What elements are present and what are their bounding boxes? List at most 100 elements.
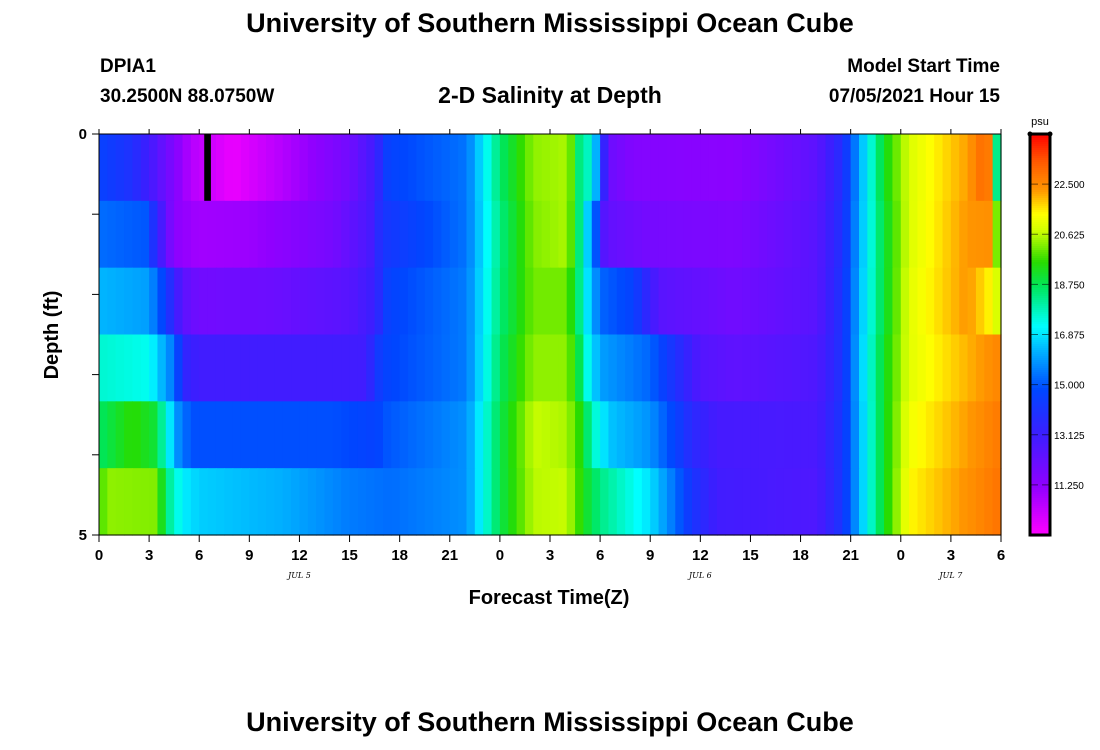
- heatmap-cell: [825, 468, 835, 536]
- heatmap-cell: [149, 401, 159, 469]
- colorbar-segment: [1030, 402, 1050, 405]
- heatmap-cell: [616, 134, 626, 202]
- heatmap-cell: [950, 200, 960, 269]
- heatmap-cell: [99, 134, 108, 202]
- heatmap-cell: [842, 401, 852, 469]
- heatmap-cell: [833, 134, 843, 202]
- heatmap-cell: [775, 267, 785, 336]
- colorbar-segment: [1030, 252, 1050, 255]
- heatmap-cell: [274, 468, 284, 536]
- heatmap-cell: [491, 267, 501, 336]
- heatmap-cell: [942, 134, 952, 202]
- heatmap-cell: [107, 200, 117, 269]
- colorbar-segment: [1030, 136, 1050, 139]
- colorbar-segment: [1030, 170, 1050, 173]
- chart-title: 2-D Salinity at Depth: [438, 82, 662, 108]
- heatmap-cell: [884, 200, 894, 269]
- heatmap-cell: [266, 134, 275, 202]
- heatmap-cell: [115, 334, 125, 402]
- heatmap-cell: [165, 468, 175, 536]
- heatmap-cell: [199, 267, 209, 336]
- heatmap-cell: [758, 468, 768, 536]
- heatmap-cell: [140, 267, 150, 336]
- heatmap-cell: [332, 267, 342, 336]
- heatmap-cell: [433, 468, 443, 536]
- colorbar-segment: [1030, 328, 1050, 331]
- heatmap-cell: [942, 468, 952, 536]
- heatmap-cell: [783, 200, 793, 269]
- heatmap-cell: [608, 200, 618, 269]
- heatmap-cell: [541, 200, 551, 269]
- heatmap-cell: [307, 401, 317, 469]
- heatmap-cell: [633, 267, 643, 336]
- heatmap-cell: [165, 401, 175, 469]
- heatmap-cell: [399, 134, 409, 202]
- heatmap-cell: [499, 200, 509, 269]
- colorbar-segment: [1030, 254, 1050, 257]
- x-tick-label: 0: [95, 547, 103, 564]
- colorbar-tick-label: 15.000: [1054, 381, 1085, 392]
- heatmap-cell: [550, 134, 559, 202]
- heatmap-cell: [859, 200, 868, 269]
- heatmap-cell: [149, 134, 159, 202]
- heatmap-cell: [533, 401, 543, 469]
- heatmap-cell: [99, 468, 108, 536]
- colorbar-segment: [1030, 168, 1050, 171]
- heatmap-cell: [316, 134, 326, 202]
- colorbar-segment: [1030, 322, 1050, 325]
- colorbar-segment: [1030, 428, 1050, 431]
- colorbar-segment: [1030, 448, 1050, 451]
- heatmap-cell: [641, 401, 651, 469]
- heatmap-cell: [357, 401, 367, 469]
- heatmap-cell: [282, 401, 292, 469]
- heatmap-cell: [884, 468, 894, 536]
- day-label: JUL 7: [937, 571, 963, 580]
- x-tick-label: 9: [646, 547, 654, 564]
- colorbar-segment: [1030, 306, 1050, 309]
- heatmap-cell: [758, 134, 768, 202]
- colorbar-segment: [1030, 372, 1050, 375]
- heatmap-cell: [975, 134, 985, 202]
- heatmap-cell: [783, 468, 793, 536]
- colorbar-segment: [1030, 398, 1050, 401]
- heatmap-cell: [115, 200, 125, 269]
- heatmap-cell: [107, 334, 117, 402]
- heatmap-cell: [742, 200, 752, 269]
- heatmap-cell: [466, 334, 476, 402]
- heatmap-cell: [700, 334, 710, 402]
- heatmap-cell: [483, 134, 493, 202]
- heatmap-cell: [867, 200, 877, 269]
- heatmap-cell: [566, 200, 576, 269]
- x-tick-label: 12: [291, 547, 308, 564]
- heatmap-cell: [875, 200, 885, 269]
- heatmap-cell: [165, 134, 175, 202]
- heatmap-cell: [959, 267, 969, 336]
- heatmap-cell: [658, 200, 668, 269]
- colorbar-segment: [1030, 414, 1050, 417]
- heatmap-cell: [767, 267, 777, 336]
- heatmap-cell: [332, 401, 342, 469]
- heatmap-cell: [215, 468, 225, 536]
- heatmap-cell: [925, 468, 935, 536]
- heatmap-cell: [616, 401, 626, 469]
- model-start-value: 07/05/2021 Hour 15: [828, 86, 1000, 107]
- heatmap-cell: [859, 267, 868, 336]
- heatmap-cell: [416, 267, 426, 336]
- heatmap-cell: [449, 401, 459, 469]
- colorbar-segment: [1030, 244, 1050, 247]
- heatmap-cell: [583, 468, 593, 536]
- heatmap-cell: [541, 468, 551, 536]
- heatmap-cell: [817, 401, 827, 469]
- colorbar-segment: [1030, 418, 1050, 421]
- heatmap-cell: [157, 401, 167, 469]
- heatmap-cell: [374, 334, 384, 402]
- colorbar-segment: [1030, 424, 1050, 427]
- heatmap-cell: [708, 401, 718, 469]
- heatmap-cell: [683, 200, 693, 269]
- colorbar-segment: [1030, 426, 1050, 429]
- colorbar-segment: [1030, 434, 1050, 437]
- colorbar-tick-label: 11.250: [1054, 481, 1084, 492]
- heatmap-cell: [792, 200, 802, 269]
- heatmap-cell: [583, 134, 593, 202]
- heatmap-cell: [959, 334, 969, 402]
